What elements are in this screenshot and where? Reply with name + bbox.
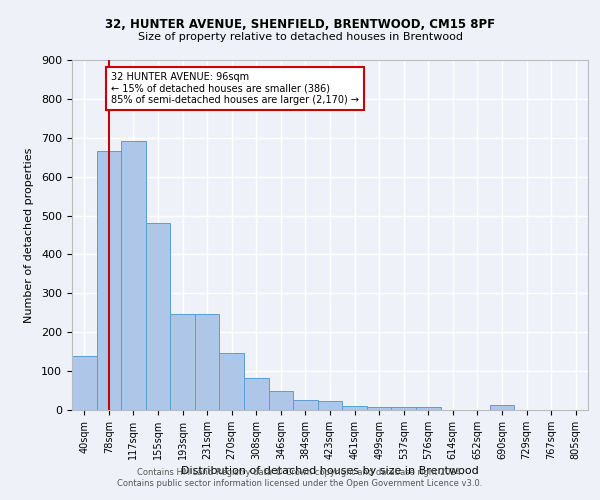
Bar	[367, 407, 391, 410]
Bar	[170, 314, 195, 410]
Bar	[97, 150, 121, 410]
Bar	[195, 314, 220, 410]
X-axis label: Distribution of detached houses by size in Brentwood: Distribution of detached houses by size …	[181, 466, 479, 476]
Y-axis label: Number of detached properties: Number of detached properties	[24, 148, 34, 322]
Bar	[121, 140, 146, 410]
Bar	[72, 356, 97, 410]
Bar	[342, 406, 367, 410]
Bar	[220, 353, 244, 410]
Bar	[391, 407, 416, 410]
Bar	[318, 402, 342, 410]
Bar	[146, 223, 170, 410]
Text: Contains HM Land Registry data © Crown copyright and database right 2024.
Contai: Contains HM Land Registry data © Crown c…	[118, 468, 482, 487]
Text: 32 HUNTER AVENUE: 96sqm
← 15% of detached houses are smaller (386)
85% of semi-d: 32 HUNTER AVENUE: 96sqm ← 15% of detache…	[112, 72, 359, 105]
Bar	[416, 407, 440, 410]
Text: Size of property relative to detached houses in Brentwood: Size of property relative to detached ho…	[137, 32, 463, 42]
Bar	[490, 406, 514, 410]
Bar	[244, 378, 269, 410]
Bar	[269, 391, 293, 410]
Bar	[293, 400, 318, 410]
Text: 32, HUNTER AVENUE, SHENFIELD, BRENTWOOD, CM15 8PF: 32, HUNTER AVENUE, SHENFIELD, BRENTWOOD,…	[105, 18, 495, 30]
